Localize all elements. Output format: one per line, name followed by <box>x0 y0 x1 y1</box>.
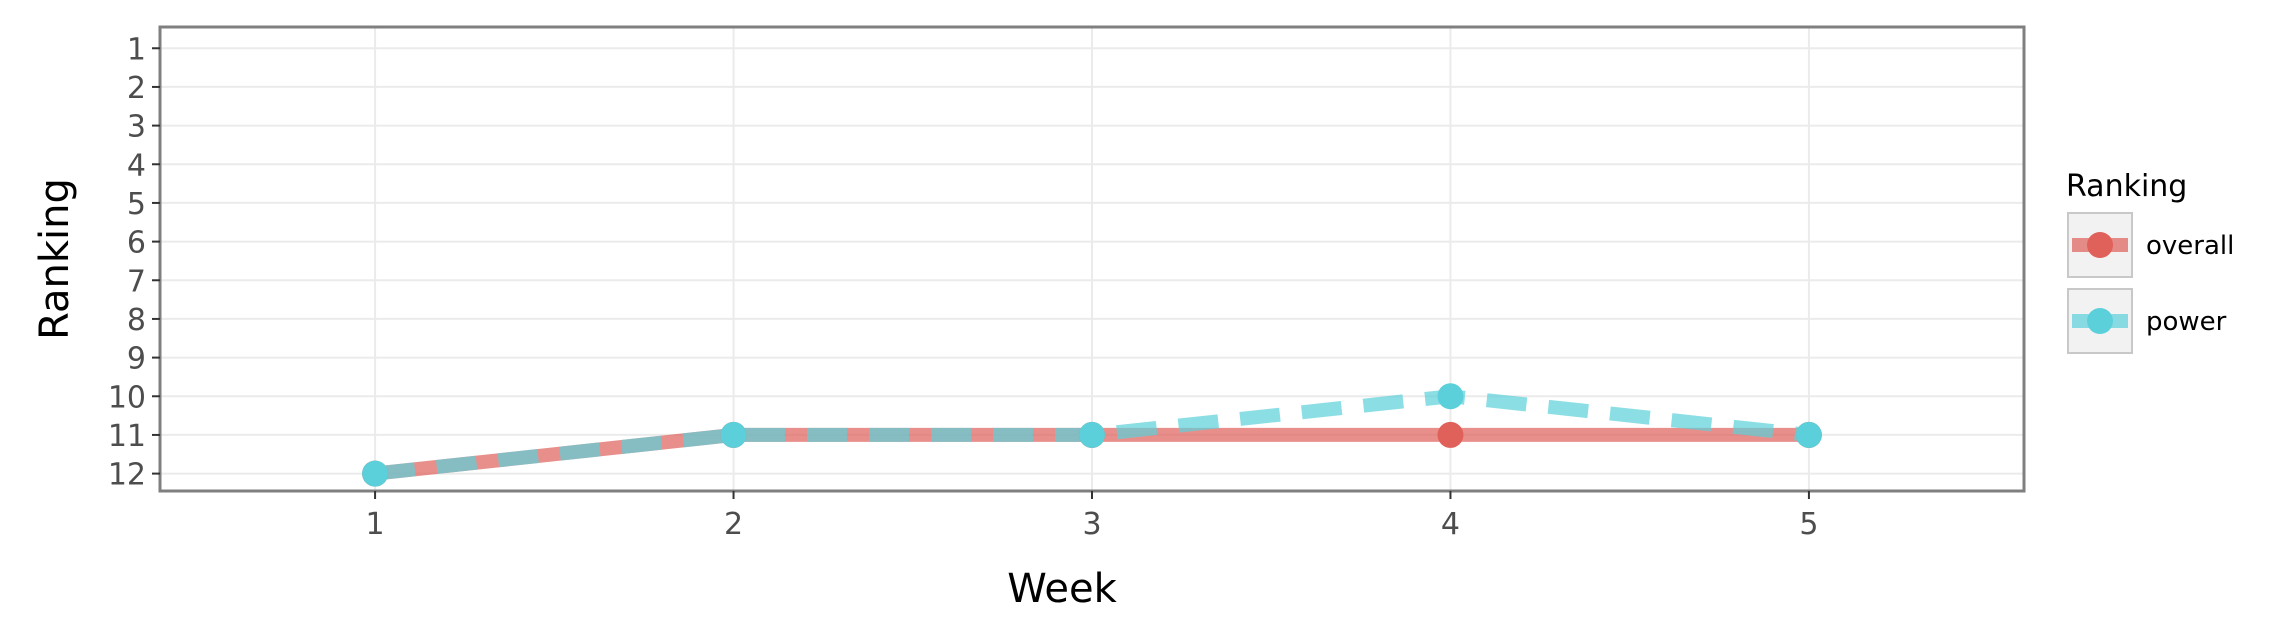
series-point-power <box>1437 383 1464 410</box>
x-tick-label: 5 <box>1799 507 1818 542</box>
y-tick-label: 2 <box>127 71 146 106</box>
x-tick-label: 2 <box>724 507 743 542</box>
x-tick-label: 3 <box>1082 507 1101 542</box>
series-point-power <box>1795 421 1822 448</box>
y-tick-label: 8 <box>127 303 146 338</box>
legend-marker-overall <box>2087 232 2113 258</box>
y-tick-label: 1 <box>127 32 146 67</box>
series-point-power <box>362 460 389 487</box>
legend-label-power: power <box>2146 307 2227 337</box>
legend-marker-power <box>2087 308 2113 334</box>
x-tick-label: 4 <box>1441 507 1460 542</box>
y-tick-label: 9 <box>127 342 146 377</box>
y-tick-label: 6 <box>127 226 146 261</box>
legend-title: Ranking <box>2066 169 2187 204</box>
legend: Ranking overall power <box>2066 169 2234 354</box>
y-tick-label: 7 <box>127 264 146 299</box>
x-axis-title: Week <box>1007 566 1117 612</box>
legend-label-overall: overall <box>2146 231 2234 261</box>
y-tick-label: 5 <box>127 187 146 222</box>
y-tick-label: 12 <box>108 458 146 493</box>
series-point-power <box>1079 421 1105 448</box>
series-layer <box>362 383 1822 487</box>
series-point-power <box>720 421 747 448</box>
x-tick-label: 1 <box>366 507 385 542</box>
y-tick-label: 3 <box>127 110 146 145</box>
y-tick-label: 11 <box>108 419 146 454</box>
y-tick-label: 10 <box>108 380 146 415</box>
y-tick-label: 4 <box>127 148 146 183</box>
series-point-overall <box>1437 421 1464 448</box>
x-axis-ticks: 1 2 3 4 5 <box>366 491 1818 542</box>
y-axis-title: Ranking <box>32 178 78 340</box>
